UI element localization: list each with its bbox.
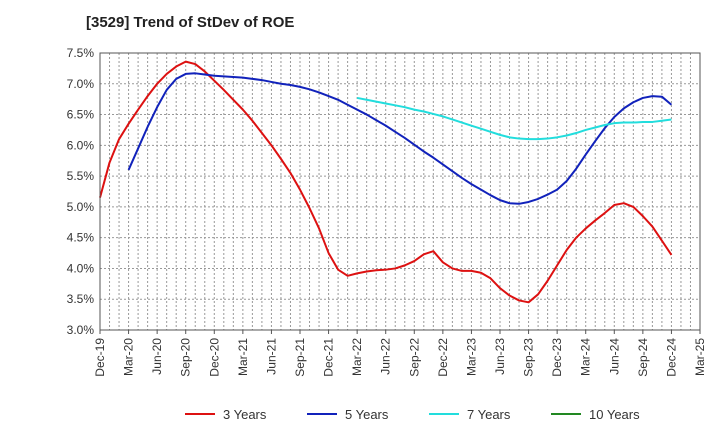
series-line-5-years (127, 72, 673, 205)
legend-label: 7 Years (467, 407, 511, 422)
grid (99, 52, 701, 331)
y-tick-label: 7.5% (67, 46, 95, 60)
chart-title: [3529] Trend of StDev of ROE (86, 14, 294, 31)
y-tick-label: 3.0% (67, 323, 95, 337)
legend-label: 5 Years (345, 407, 389, 422)
x-tick-label: Mar-25 (693, 338, 707, 376)
x-tick-label: Sep-22 (407, 338, 421, 377)
x-tick-label: Dec-24 (664, 338, 678, 377)
y-tick-label: 4.5% (67, 231, 95, 245)
legend-label: 10 Years (589, 407, 640, 422)
x-tick-label: Jun-22 (379, 338, 393, 375)
x-tick-label: Sep-21 (293, 338, 307, 377)
y-tick-label: 6.5% (67, 108, 95, 122)
x-tick-label: Jun-21 (264, 338, 278, 375)
plot-frame (99, 52, 701, 331)
y-tick-label: 5.5% (67, 169, 95, 183)
x-tick-label: Dec-23 (550, 338, 564, 377)
x-tick-label: Mar-22 (350, 338, 364, 376)
y-tick-label: 6.0% (67, 138, 95, 152)
x-tick-label: Mar-24 (579, 338, 593, 376)
x-tick-label: Sep-23 (522, 338, 536, 377)
y-tick-label: 3.5% (67, 292, 95, 306)
x-tick-label: Mar-21 (236, 338, 250, 376)
x-tick-label: Dec-21 (322, 338, 336, 377)
y-tick-label: 5.0% (67, 200, 95, 214)
x-tick-label: Sep-24 (636, 338, 650, 377)
x-tick-label: Mar-23 (464, 338, 478, 376)
y-axis: 3.0% 3.5% 4.0% 4.5% 5.0% 5.5% 6.0% 6.5% 7.0% 7.5% (67, 46, 95, 337)
y-tick-label: 4.0% (67, 261, 95, 275)
x-tick-label: Dec-19 (93, 338, 107, 377)
x-tick-label: Jun-20 (150, 338, 164, 375)
x-tick-label: Dec-20 (207, 338, 221, 377)
x-tick-label: Sep-20 (179, 338, 193, 377)
legend: 3 Years 5 Years 7 Years 10 Years (185, 407, 640, 422)
series-line-3-years (99, 60, 673, 304)
y-tick-label: 7.0% (67, 77, 95, 91)
series-lines (99, 60, 673, 304)
x-tick-label: Jun-24 (607, 338, 621, 375)
x-tick-label: Dec-22 (436, 338, 450, 377)
series-line-7-years (356, 96, 672, 141)
x-tick-label: Jun-23 (493, 338, 507, 375)
x-tick-label: Mar-20 (122, 338, 136, 376)
x-axis: Dec-19 Mar-20 Jun-20 Sep-20 Dec-20 Mar-21 Jun-… (93, 330, 707, 377)
legend-label: 3 Years (223, 407, 267, 422)
